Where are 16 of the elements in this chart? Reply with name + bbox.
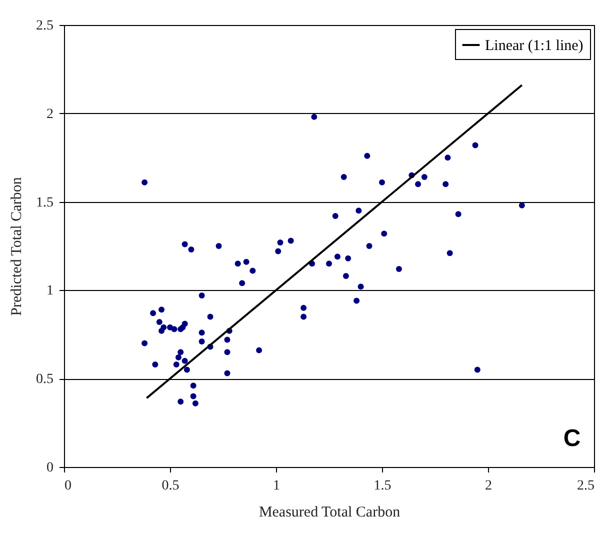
y-tick-label: 2 [46, 106, 54, 122]
x-tick-label: 0 [64, 478, 72, 494]
x-tick-label: 1 [273, 478, 280, 494]
x-tick-label: 2.5 [577, 478, 594, 494]
x-tick-label: 0.5 [162, 478, 180, 494]
x-tick-label: 2 [485, 478, 492, 494]
x-tick-label: 1.5 [374, 478, 392, 494]
y-tick-label: 1.5 [36, 195, 54, 210]
legend-label: Linear (1:1 line) [485, 38, 584, 54]
y-tick-label: 0.5 [36, 372, 54, 388]
x-axis-title: Measured Total Carbon [258, 504, 401, 520]
y-tick-label: 0 [46, 460, 54, 476]
y-tick-label: 2.5 [36, 18, 54, 34]
annotation: C [563, 425, 581, 452]
y-tick-label: 1 [46, 284, 54, 299]
y-axis-title: Predicted Total Carbon [9, 176, 25, 316]
